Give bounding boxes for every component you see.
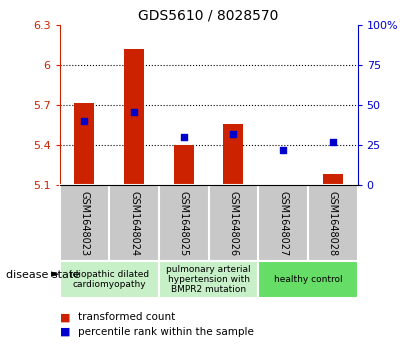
Text: GSM1648024: GSM1648024	[129, 191, 139, 256]
Bar	[124, 49, 144, 185]
Text: GSM1648023: GSM1648023	[79, 191, 90, 256]
Bar	[159, 261, 258, 298]
Point	[180, 134, 187, 140]
Text: healthy control: healthy control	[274, 275, 342, 284]
Point	[280, 147, 286, 153]
Text: idiopathic dilated
cardiomyopathy: idiopathic dilated cardiomyopathy	[70, 270, 149, 289]
Text: disease state: disease state	[6, 269, 80, 280]
Point	[131, 109, 137, 115]
Bar	[60, 261, 159, 298]
Text: pulmonary arterial
hypertension with
BMPR2 mutation: pulmonary arterial hypertension with BMP…	[166, 265, 251, 294]
Bar	[258, 261, 358, 298]
Bar	[74, 103, 95, 185]
Bar	[273, 184, 293, 185]
Point	[330, 139, 336, 145]
Title: GDS5610 / 8028570: GDS5610 / 8028570	[139, 9, 279, 23]
Text: GSM1648025: GSM1648025	[179, 191, 189, 257]
Text: GSM1648028: GSM1648028	[328, 191, 338, 256]
Point	[81, 118, 88, 124]
Text: ►: ►	[51, 269, 60, 280]
Bar	[174, 145, 194, 185]
Text: ■: ■	[60, 327, 70, 337]
Point	[230, 131, 237, 137]
Text: transformed count: transformed count	[78, 312, 175, 322]
Bar	[224, 124, 243, 185]
Bar	[323, 175, 343, 185]
Text: GSM1648026: GSM1648026	[229, 191, 238, 256]
Text: GSM1648027: GSM1648027	[278, 191, 288, 257]
Text: ■: ■	[60, 312, 70, 322]
Text: percentile rank within the sample: percentile rank within the sample	[78, 327, 254, 337]
